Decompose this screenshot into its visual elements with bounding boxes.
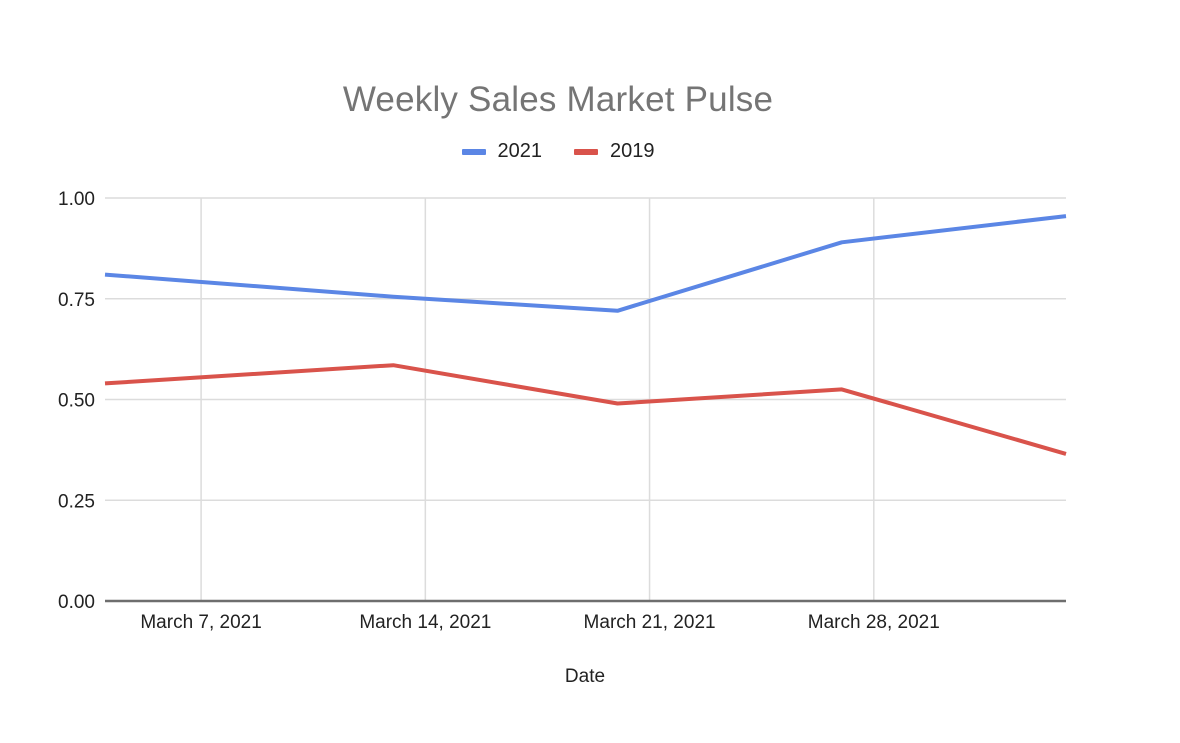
series-line-2019 [104, 363, 1067, 456]
legend-item-2021: 2021 [461, 140, 543, 163]
y-tick-labels: 0.00 0.25 0.50 0.75 1.00 [58, 189, 95, 613]
x-tick-label: March 7, 2021 [140, 612, 261, 633]
legend-item-2019: 2019 [574, 140, 655, 163]
legend-label-2021: 2021 [497, 140, 543, 162]
legend: 2021 2019 [0, 140, 1116, 163]
legend-swatch-2019 [574, 148, 598, 155]
x-tick-label: March 14, 2021 [359, 612, 491, 633]
x-tick-label: March 21, 2021 [584, 612, 716, 633]
y-tick-label: 0.25 [58, 491, 95, 512]
series-line-2021 [104, 214, 1067, 313]
y-tick-label: 0.75 [58, 290, 95, 311]
chart-title: Weekly Sales Market Pulse [342, 80, 774, 119]
x-tick-label: March 28, 2021 [808, 612, 940, 633]
series-lines [104, 214, 1067, 456]
x-axis-title: Date [565, 666, 605, 687]
y-tick-label: 1.00 [58, 189, 95, 210]
y-tick-label: 0.50 [58, 391, 95, 412]
x-tick-labels: March 7, 2021 March 14, 2021 March 21, 202… [140, 612, 939, 633]
legend-swatch-2021 [461, 148, 486, 155]
legend-label-2019: 2019 [610, 140, 655, 162]
y-tick-label: 0.00 [58, 592, 95, 613]
